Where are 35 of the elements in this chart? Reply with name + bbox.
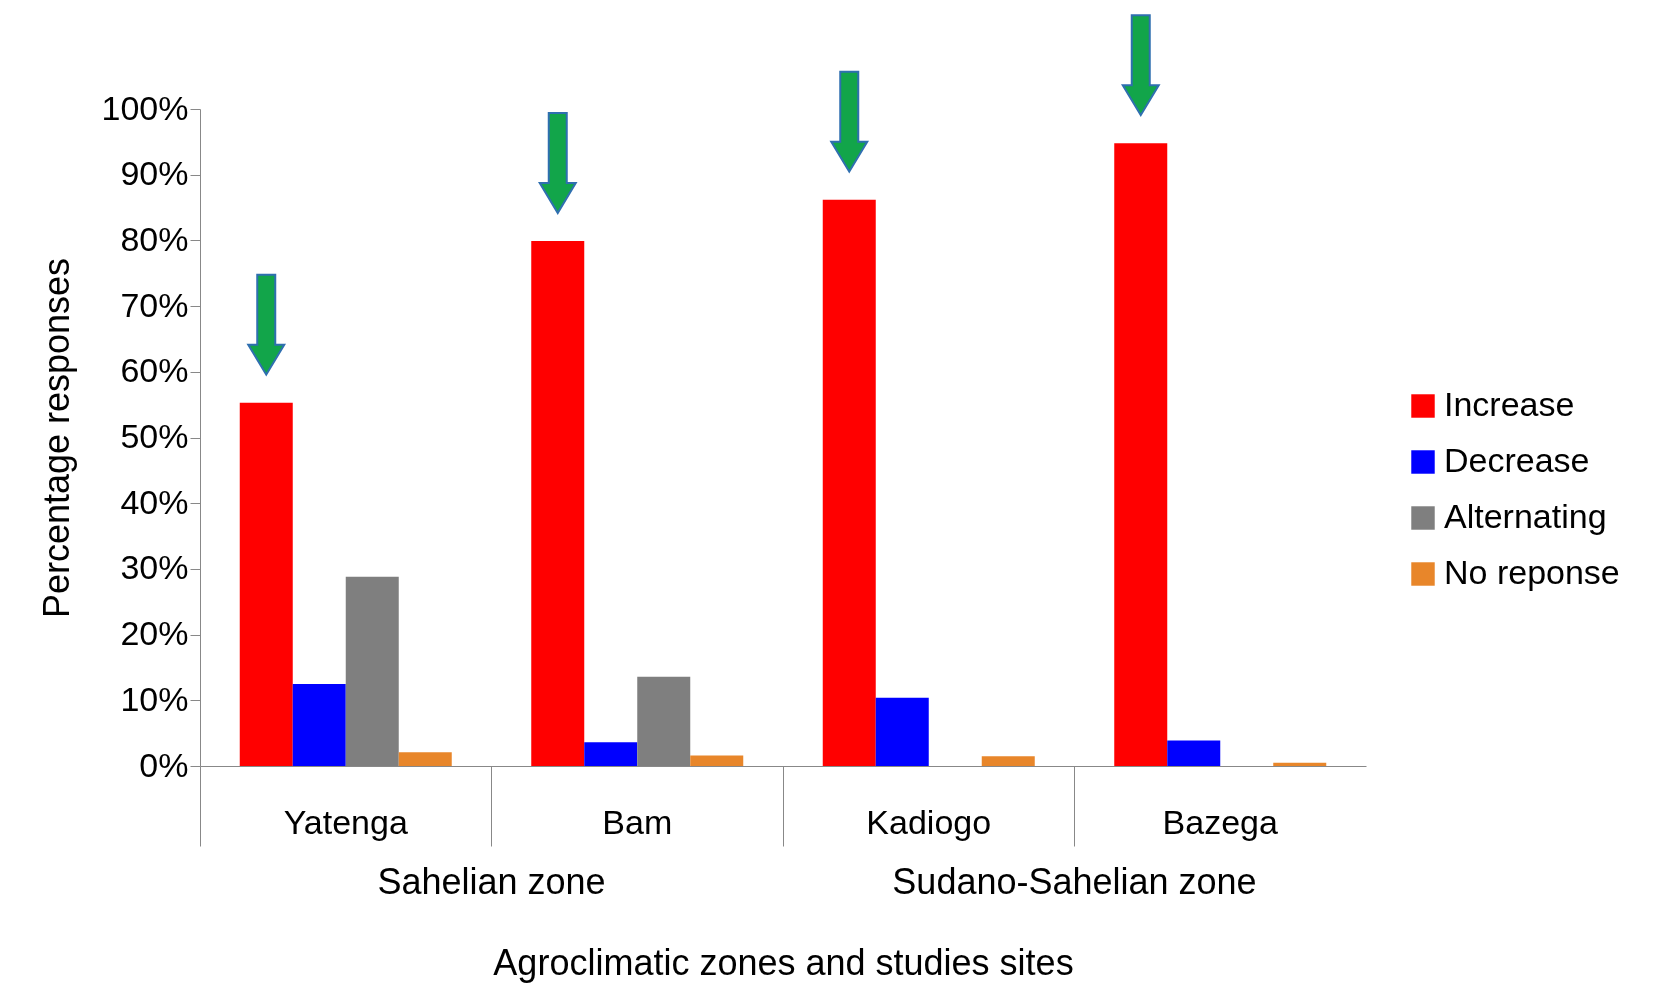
text: Sudano-Sahelian zone xyxy=(892,861,1257,903)
text: Sahelian zone xyxy=(377,861,606,903)
y-axis-title: Percentage responses xyxy=(35,257,77,619)
legend-label: No reponse xyxy=(1444,553,1620,591)
y-tick-label: 30% xyxy=(120,548,189,587)
y-tick-label: 80% xyxy=(120,219,189,258)
y-tick-label: 60% xyxy=(120,351,189,390)
x-tick-label: Yatenga xyxy=(283,802,408,841)
bar xyxy=(531,241,585,766)
bar xyxy=(822,199,876,766)
bar xyxy=(584,742,638,766)
bar xyxy=(1167,740,1221,766)
y-tick-label: 40% xyxy=(120,482,189,521)
bar xyxy=(292,683,346,766)
y-tick-label: 10% xyxy=(120,679,189,718)
bar xyxy=(239,402,293,766)
x-tick-label: Kadiogo xyxy=(866,802,992,841)
bar xyxy=(1273,762,1327,766)
y-tick-label: 90% xyxy=(120,154,189,193)
legend-label: Alternating xyxy=(1444,497,1607,535)
bar xyxy=(981,756,1035,766)
bar xyxy=(875,697,929,766)
bar xyxy=(690,755,744,766)
x-tick-label: Bam xyxy=(602,802,673,841)
y-tick-label: 70% xyxy=(120,285,189,324)
y-tick-label: 0% xyxy=(139,745,189,784)
bar xyxy=(398,752,452,766)
x-axis-title: Agroclimatic zones and studies sites xyxy=(493,942,1074,983)
legend-label: Increase xyxy=(1444,385,1575,423)
y-tick-label: 50% xyxy=(120,417,189,455)
y-tick-label: 20% xyxy=(120,614,189,653)
x-tick-label: Bazega xyxy=(1162,802,1278,841)
legend-label: Decrease xyxy=(1444,441,1590,479)
y-tick-label: 100% xyxy=(101,88,189,127)
bar xyxy=(1114,143,1168,766)
